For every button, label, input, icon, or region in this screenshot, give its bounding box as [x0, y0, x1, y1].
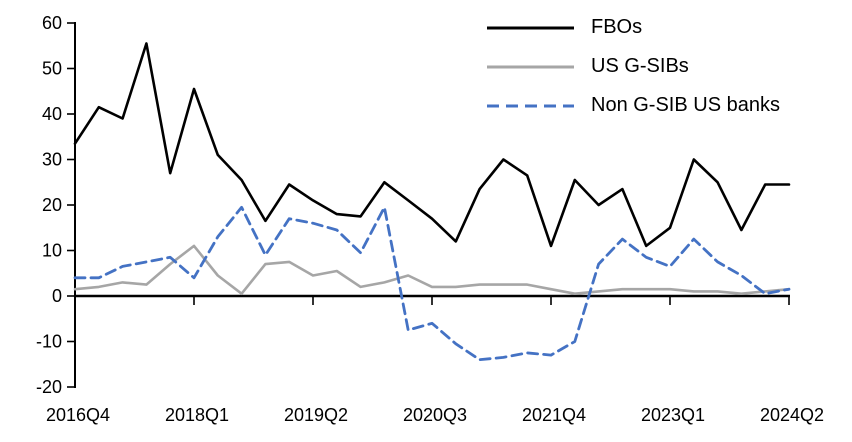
legend-label-fbos: FBOs: [591, 16, 643, 38]
y-tick-label: 40: [42, 104, 62, 124]
us-gsibs-line-sample-icon: [487, 65, 574, 68]
legend-label-non-gsib-us-banks: Non G-SIB US banks: [591, 94, 780, 116]
legend-item-non-gsib-us-banks: Non G-SIB US banks: [486, 86, 780, 125]
x-tick-label: 2020Q3: [403, 405, 467, 425]
x-tick-label: 2016Q4: [46, 405, 110, 425]
non-gsib-us-banks-line-sample-icon: [487, 104, 574, 107]
x-tick-label: 2023Q1: [641, 405, 705, 425]
y-tick-label: -10: [36, 332, 62, 352]
y-tick-label: -20: [36, 377, 62, 397]
y-tick-label: 10: [42, 241, 62, 261]
x-tick-label: 2019Q2: [284, 405, 348, 425]
x-tick-label: 2024Q2: [760, 405, 824, 425]
legend-item-us-gsibs: US G-SIBs: [486, 47, 780, 86]
y-tick-label: 20: [42, 195, 62, 215]
y-tick-label: 0: [52, 286, 62, 306]
fbos-line-sample-icon: [487, 26, 574, 29]
legend-label-us-gsibs: US G-SIBs: [591, 55, 689, 77]
y-tick-label: 60: [42, 13, 62, 33]
chart-legend: FBOs US G-SIBs Non G-SIB US banks: [486, 8, 780, 125]
legend-item-fbos: FBOs: [486, 8, 780, 47]
series-line-1: [73, 244, 791, 296]
series-line-2: [73, 205, 791, 362]
y-tick-label: 50: [42, 59, 62, 79]
x-tick-label: 2021Q4: [522, 405, 586, 425]
x-tick-label: 2018Q1: [165, 405, 229, 425]
series-line-0: [73, 42, 791, 248]
y-tick-label: 30: [42, 150, 62, 170]
